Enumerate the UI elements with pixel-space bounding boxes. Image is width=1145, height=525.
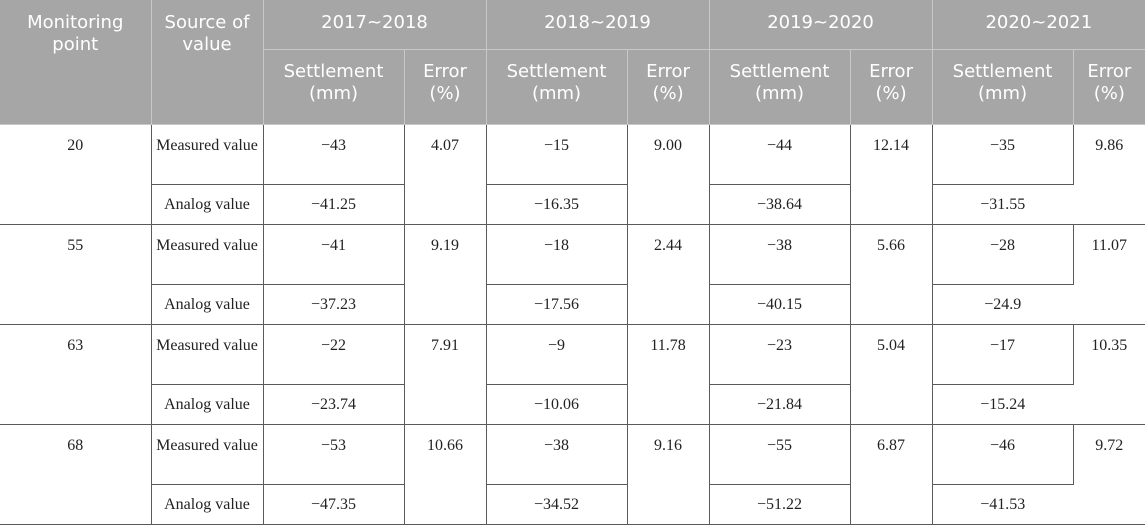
measured-value-cell: −46 [932,424,1074,485]
error-cell: 4.07 [404,124,487,225]
error-cell: 2.44 [627,224,710,325]
error-cell: 10.35 [1073,324,1145,425]
analog-value-cell: −41.53 [932,484,1074,525]
error-cell: 12.14 [850,124,933,225]
measured-value-cell: −35 [932,124,1074,185]
analog-value-cell: −16.35 [486,184,628,225]
analog-value-cell: −51.22 [709,484,851,525]
analog-value-cell: −23.74 [263,384,405,425]
measured-value-cell: −43 [263,124,405,185]
header-period: 2019~2020 [709,0,933,50]
error-cell: 9.19 [404,224,487,325]
header-error: Error (%) [404,49,487,125]
analog-value-cell: −15.24 [932,384,1074,425]
measured-value-cell: −28 [932,224,1074,285]
measured-value-cell: −41 [263,224,405,285]
header-source-of-value: Source of value [151,0,264,125]
analog-value-cell: −38.64 [709,184,851,225]
error-cell: 5.66 [850,224,933,325]
analog-value-cell: −40.15 [709,284,851,325]
header-error: Error (%) [850,49,933,125]
monitoring-point-cell: 63 [0,324,152,425]
analog-value-cell: −17.56 [486,284,628,325]
header-error: Error (%) [627,49,710,125]
header-settlement: Settlement (mm) [932,49,1074,125]
measured-value-cell: −55 [709,424,851,485]
monitoring-point-cell: 55 [0,224,152,325]
analog-value-cell: −21.84 [709,384,851,425]
measured-value-cell: −23 [709,324,851,385]
monitoring-point-cell: 68 [0,424,152,525]
measured-value-cell: −44 [709,124,851,185]
header-period: 2017~2018 [263,0,487,50]
analog-value-cell: −10.06 [486,384,628,425]
error-cell: 5.04 [850,324,933,425]
measured-value-cell: −15 [486,124,628,185]
source-analog-cell: Analog value [151,184,264,225]
measured-value-cell: −18 [486,224,628,285]
source-measured-cell: Measured value [151,224,264,285]
header-monitoring-point: Monitoring point [0,0,152,125]
header-settlement: Settlement (mm) [263,49,405,125]
header-period: 2018~2019 [486,0,710,50]
measured-value-cell: −22 [263,324,405,385]
error-cell: 10.66 [404,424,487,525]
table-header: Monitoring point Source of value 2017~20… [0,0,1145,125]
source-measured-cell: Measured value [151,124,264,185]
monitoring-point-cell: 20 [0,124,152,225]
error-cell: 9.86 [1073,124,1145,225]
measured-value-cell: −9 [486,324,628,385]
error-cell: 9.16 [627,424,710,525]
header-settlement: Settlement (mm) [709,49,851,125]
measured-value-cell: −17 [932,324,1074,385]
header-error: Error (%) [1073,49,1145,125]
error-cell: 11.78 [627,324,710,425]
source-analog-cell: Analog value [151,284,264,325]
source-measured-cell: Measured value [151,424,264,485]
analog-value-cell: −24.9 [932,284,1074,325]
source-analog-cell: Analog value [151,384,264,425]
analog-value-cell: −31.55 [932,184,1074,225]
error-cell: 9.72 [1073,424,1145,525]
table-body: 20 Measured value −43 4.07 −15 9.00 −44 … [0,124,1145,525]
analog-value-cell: −37.23 [263,284,405,325]
analog-value-cell: −47.35 [263,484,405,525]
error-cell: 11.07 [1073,224,1145,325]
source-measured-cell: Measured value [151,324,264,385]
measured-value-cell: −38 [709,224,851,285]
error-cell: 7.91 [404,324,487,425]
error-cell: 9.00 [627,124,710,225]
source-analog-cell: Analog value [151,484,264,525]
header-period: 2020~2021 [932,0,1145,50]
header-settlement: Settlement (mm) [486,49,628,125]
analog-value-cell: −41.25 [263,184,405,225]
measured-value-cell: −53 [263,424,405,485]
measured-value-cell: −38 [486,424,628,485]
analog-value-cell: −34.52 [486,484,628,525]
error-cell: 6.87 [850,424,933,525]
